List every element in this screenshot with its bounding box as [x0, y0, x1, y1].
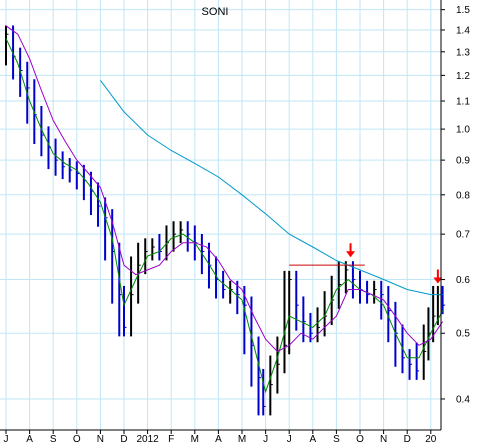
y-tick-label: 0.8 [456, 190, 470, 201]
x-tick-label: 20 [425, 434, 437, 444]
x-tick-label: F [168, 434, 174, 444]
red-down-arrow [433, 269, 443, 284]
annotation-layer [289, 243, 443, 284]
x-tick-label: D [120, 434, 127, 444]
x-tick-label: J [287, 434, 292, 444]
x-tick-label: A [215, 434, 222, 444]
x-tick-label: N [380, 434, 387, 444]
x-tick-label: M [238, 434, 246, 444]
x-tick-label: A [26, 434, 33, 444]
series-layer [5, 25, 446, 416]
y-tick-label: 1.0 [456, 125, 470, 136]
x-tick-label: S [333, 434, 340, 444]
y-tick-label: 0.4 [456, 394, 470, 405]
y-tick-label: 0.9 [456, 156, 470, 167]
y-axis-ticks: 0.4 0.5 0.6 0.7 0.8 0.9 1.0 1.1 1.2 1.3 1.4 1.5 [441, 5, 470, 405]
x-tick-label: J [4, 434, 9, 444]
purple-moving-average-line [5, 25, 444, 353]
x-axis-ticks: J A S O N D 2012 F M A M J J A S O N D 20 [4, 430, 437, 444]
x-tick-label: A [309, 434, 316, 444]
plot-area [0, 0, 441, 430]
x-tick-label: N [97, 434, 104, 444]
y-tick-label: 1.4 [456, 25, 470, 36]
y-tick-label: 1.5 [456, 5, 470, 16]
x-tick-label: 2012 [136, 434, 159, 444]
y-tick-label: 1.3 [456, 47, 470, 58]
x-tick-label: O [356, 434, 364, 444]
y-tick-label: 1.2 [456, 71, 470, 82]
y-tick-label: 0.7 [456, 230, 470, 241]
horizontal-gridlines [0, 9, 441, 400]
y-tick-label: 0.6 [456, 275, 470, 286]
y-tick-label: 1.1 [456, 97, 470, 108]
x-tick-label: D [404, 434, 411, 444]
red-down-arrow [346, 243, 356, 258]
x-tick-label: J [263, 434, 268, 444]
vertical-gridlines [5, 0, 432, 430]
blue-moving-average-line [99, 80, 443, 296]
chart-title: SONI [202, 6, 229, 18]
x-tick-label: S [50, 434, 57, 444]
x-tick-label: M [191, 434, 199, 444]
x-tick-label: O [73, 434, 81, 444]
y-tick-label: 0.5 [456, 329, 470, 340]
